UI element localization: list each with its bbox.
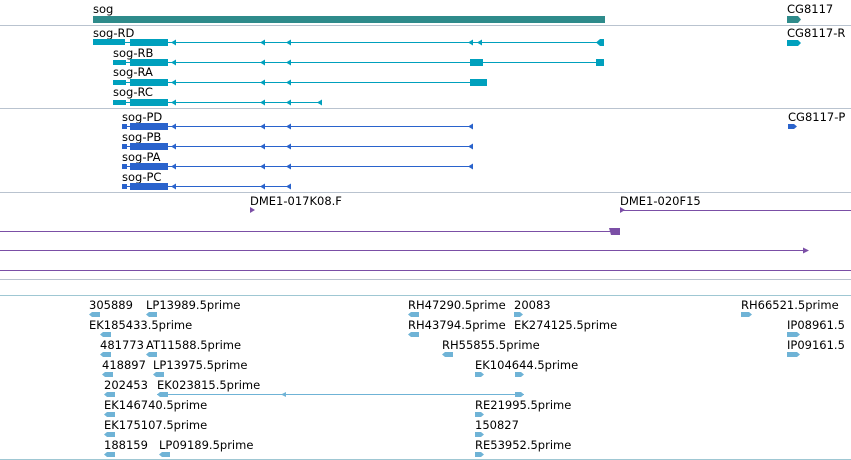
protein-track: sog-PD CG8117-P sog-PB sog-PA: [122, 110, 845, 190]
transcript-sog-rb[interactable]: [113, 59, 604, 66]
est-label[interactable]: EK274125.5prime: [514, 318, 617, 332]
protein-label[interactable]: sog-PB: [122, 130, 161, 144]
est-label[interactable]: 418897: [102, 358, 146, 372]
clone-marker-017k08[interactable]: [250, 207, 255, 213]
est-label[interactable]: EK023815.5prime: [157, 378, 260, 392]
est-feature[interactable]: [100, 352, 111, 357]
gene-track: sog CG8117: [93, 2, 833, 23]
transcript-sog-rd[interactable]: [93, 39, 604, 46]
est-label[interactable]: IP09161.5: [787, 338, 845, 352]
est-feature[interactable]: [787, 352, 800, 357]
clone-arrow[interactable]: [803, 247, 809, 254]
protein-sog-pd[interactable]: [122, 123, 473, 130]
est-feature[interactable]: [159, 452, 170, 457]
est-feature[interactable]: [475, 452, 484, 457]
protein-label[interactable]: sog-PA: [122, 150, 161, 164]
est-label[interactable]: 202453: [104, 378, 148, 392]
protein-sog-pa[interactable]: [122, 163, 473, 170]
est-label[interactable]: LP13989.5prime: [146, 298, 240, 312]
gene-label-cg8117[interactable]: CG8117: [787, 2, 833, 16]
est-label[interactable]: EK175107.5prime: [104, 418, 207, 432]
transcript-label[interactable]: sog-RD: [93, 26, 134, 40]
clone-end-block[interactable]: [609, 228, 620, 235]
est-feature[interactable]: [100, 332, 111, 337]
transcript-cg8117[interactable]: [787, 40, 801, 46]
est-feature[interactable]: [514, 312, 523, 317]
est-label[interactable]: AT11588.5prime: [146, 338, 241, 352]
est-feature[interactable]: [104, 412, 115, 417]
est-label[interactable]: RH55855.5prime: [442, 338, 540, 352]
est-label[interactable]: IP08961.5: [787, 318, 845, 332]
protein-label[interactable]: CG8117-P: [788, 110, 845, 124]
clone-label[interactable]: DME1-017K08.F: [250, 194, 342, 208]
est-feature[interactable]: [104, 432, 115, 437]
transcript-label[interactable]: CG8117-R: [787, 26, 845, 40]
est-label[interactable]: LP13975.5prime: [153, 358, 247, 372]
protein-sog-pc[interactable]: [122, 183, 291, 190]
gene-span-cg8117[interactable]: [787, 16, 801, 23]
est-feature[interactable]: [146, 312, 157, 317]
est-label[interactable]: EK146740.5prime: [104, 398, 207, 412]
est-feature[interactable]: [475, 412, 484, 417]
est-track: 305889 LP13989.5prime RH47290.5prime 200…: [89, 298, 845, 457]
est-label[interactable]: EK104644.5prime: [475, 358, 578, 372]
est-feature[interactable]: [104, 392, 115, 397]
est-label[interactable]: RH66521.5prime: [741, 298, 839, 312]
est-feature[interactable]: [475, 372, 484, 377]
clone-marker-020f15[interactable]: [620, 207, 625, 213]
est-feature[interactable]: [153, 372, 164, 377]
est-label[interactable]: LP09189.5prime: [159, 438, 253, 452]
est-feature[interactable]: [89, 312, 100, 317]
transcript-track: sog-RD CG8117-R sog-RB sog-RA: [93, 26, 845, 106]
est-feature[interactable]: [442, 352, 453, 357]
est-label[interactable]: RH47290.5prime: [408, 298, 506, 312]
est-label[interactable]: RH43794.5prime: [408, 318, 506, 332]
transcript-sog-rc[interactable]: [113, 99, 322, 106]
est-label[interactable]: 188159: [104, 438, 148, 452]
est-feature[interactable]: [741, 312, 752, 317]
est-label[interactable]: RE53952.5prime: [475, 438, 571, 452]
est-spliced-alignment[interactable]: [157, 392, 524, 397]
est-feature[interactable]: [146, 352, 157, 357]
est-feature[interactable]: [408, 332, 419, 337]
clone-track: DME1-017K08.F DME1-020F15: [0, 194, 851, 271]
transcript-label[interactable]: sog-RB: [113, 46, 153, 60]
est-feature[interactable]: [104, 452, 115, 457]
clone-label[interactable]: DME1-020F15: [620, 194, 701, 208]
transcript-label[interactable]: sog-RA: [113, 65, 153, 79]
est-label[interactable]: 150827: [475, 418, 519, 432]
est-feature[interactable]: [102, 372, 113, 377]
gene-span-sog[interactable]: [93, 16, 605, 23]
protein-label[interactable]: sog-PD: [122, 110, 162, 124]
est-label[interactable]: 20083: [514, 298, 551, 312]
gene-label-sog[interactable]: sog: [93, 2, 113, 16]
est-feature[interactable]: [787, 332, 800, 337]
protein-label[interactable]: sog-PC: [122, 170, 161, 184]
est-label[interactable]: RE21995.5prime: [475, 398, 571, 412]
protein-cg8117[interactable]: [788, 124, 797, 129]
est-label[interactable]: 305889: [89, 298, 133, 312]
est-label[interactable]: 481773: [100, 338, 144, 352]
est-feature[interactable]: [515, 372, 524, 377]
transcript-label[interactable]: sog-RC: [113, 85, 153, 99]
est-feature[interactable]: [408, 312, 419, 317]
protein-sog-pb[interactable]: [122, 143, 473, 150]
est-label[interactable]: EK185433.5prime: [89, 318, 192, 332]
transcript-sog-ra[interactable]: [113, 79, 487, 86]
est-feature[interactable]: [475, 432, 484, 437]
